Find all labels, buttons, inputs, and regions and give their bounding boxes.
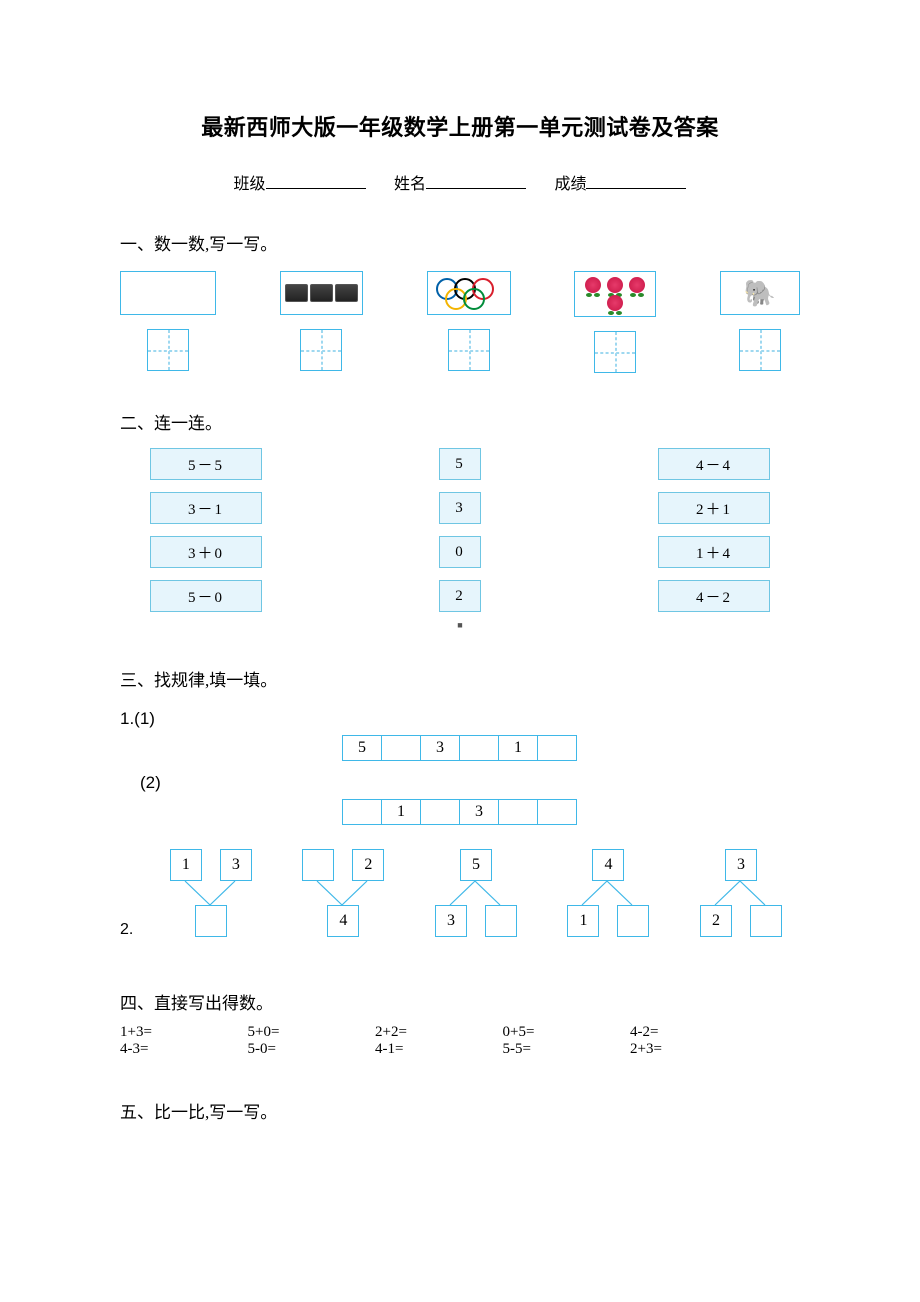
- arith-problem: 4-3=: [120, 1041, 230, 1058]
- count-picture-empty: [120, 271, 216, 315]
- arith-problem: 2+2=: [375, 1024, 485, 1041]
- pattern-cell-blank[interactable]: [420, 799, 460, 825]
- arith-problem: 5-0=: [248, 1041, 358, 1058]
- pattern-cell-blank[interactable]: [537, 735, 577, 761]
- count-row: 🐘: [120, 271, 800, 373]
- pattern-cell: 1: [498, 735, 538, 761]
- arith-row: 4-3= 5-0= 4-1= 5-5= 2+3=: [120, 1041, 800, 1058]
- pattern-cell-blank[interactable]: [381, 735, 421, 761]
- pattern-cell-blank[interactable]: [498, 799, 538, 825]
- page-title: 最新西师大版一年级数学上册第一单元测试卷及答案: [120, 110, 800, 142]
- count-picture-flowers: [574, 271, 656, 317]
- page-marker-icon: ■: [120, 620, 800, 630]
- flower-icon: [607, 277, 623, 293]
- arithmetic-grid: 1+3= 5+0= 2+2= 0+5= 4-2= 4-3= 5-0= 4-1= …: [120, 1024, 800, 1058]
- number-bond: 4 1: [557, 849, 667, 939]
- match-card: 4－2: [658, 580, 770, 612]
- arith-row: 1+3= 5+0= 2+2= 0+5= 4-2=: [120, 1024, 800, 1041]
- section1-heading: 一、数一数,写一写。: [120, 230, 800, 255]
- arith-problem: 5-5=: [503, 1041, 613, 1058]
- section3-heading: 三、找规律,填一填。: [120, 666, 800, 691]
- arith-problem: 2+3=: [630, 1041, 740, 1058]
- pattern-cell: 5: [342, 735, 382, 761]
- pattern-row-2: 1 3: [120, 799, 800, 825]
- match-col-mid: 5 3 0 2: [439, 448, 481, 612]
- count-item: [280, 271, 363, 373]
- arith-problem: 1+3=: [120, 1024, 230, 1041]
- match-columns: 5－5 3－1 3＋0 5－0 5 3 0 2 4－4 2＋1 1＋4 4－2: [120, 448, 800, 612]
- q3-1-2-label: (2): [140, 773, 800, 793]
- bond-leaf-blank[interactable]: [617, 905, 649, 937]
- tv-icon: [335, 284, 358, 302]
- number-bond: 5 3: [425, 849, 535, 939]
- arith-problem: 4-2=: [630, 1024, 740, 1041]
- number-bond: 3 2: [690, 849, 800, 939]
- match-card: 0: [439, 536, 481, 568]
- match-card: 1＋4: [658, 536, 770, 568]
- bond-leaf-blank[interactable]: [485, 905, 517, 937]
- flower-icon: [585, 277, 601, 293]
- pattern-cell: 1: [381, 799, 421, 825]
- match-card: 3: [439, 492, 481, 524]
- section2-heading: 二、连一连。: [120, 409, 800, 434]
- info-line: 班级 姓名 成绩: [120, 170, 800, 194]
- bond-leaf: 1: [567, 905, 599, 937]
- match-card: 4－4: [658, 448, 770, 480]
- tv-icon: [310, 284, 333, 302]
- score-label: 成绩: [554, 176, 586, 193]
- number-bond: 2 4: [292, 849, 402, 939]
- answer-cell[interactable]: [448, 329, 490, 371]
- match-card: 5－0: [150, 580, 262, 612]
- count-picture-tvs: [280, 271, 363, 315]
- tv-icon: [285, 284, 308, 302]
- bond-root-blank[interactable]: [195, 905, 227, 937]
- name-blank[interactable]: [426, 172, 526, 189]
- count-picture-elephant: 🐘: [720, 271, 800, 315]
- section5-heading: 五、比一比,写一写。: [120, 1098, 800, 1123]
- count-item: [120, 271, 216, 373]
- arith-problem: 0+5=: [503, 1024, 613, 1041]
- match-col-left: 5－5 3－1 3＋0 5－0: [150, 448, 262, 612]
- class-blank[interactable]: [266, 172, 366, 189]
- count-item: [427, 271, 511, 373]
- match-card: 3－1: [150, 492, 262, 524]
- match-card: 2＋1: [658, 492, 770, 524]
- arith-problem: 5+0=: [248, 1024, 358, 1041]
- ring-icon: [463, 288, 485, 310]
- count-picture-rings: [427, 271, 511, 315]
- bond-leaf: 2: [700, 905, 732, 937]
- section4-heading: 四、直接写出得数。: [120, 989, 800, 1014]
- number-bond: 1 3: [160, 849, 270, 939]
- flower-icon: [629, 277, 645, 293]
- class-label: 班级: [234, 176, 266, 193]
- pattern-cell-blank[interactable]: [342, 799, 382, 825]
- answer-cell[interactable]: [300, 329, 342, 371]
- elephant-icon: 🐘: [744, 278, 776, 309]
- name-label: 姓名: [394, 176, 426, 193]
- match-card: 3＋0: [150, 536, 262, 568]
- match-card: 5: [439, 448, 481, 480]
- bond-leaf-blank[interactable]: [750, 905, 782, 937]
- count-item: 🐘: [720, 271, 800, 373]
- q3-2-label: 2.: [120, 921, 133, 939]
- score-blank[interactable]: [586, 172, 686, 189]
- count-item: [574, 271, 656, 373]
- arith-problem: 4-1=: [375, 1041, 485, 1058]
- number-bonds-row: 2. 1 3 2 4: [120, 849, 800, 939]
- q3-1-1-label: 1.(1): [120, 709, 800, 729]
- bond-leaf: 3: [435, 905, 467, 937]
- answer-cell[interactable]: [739, 329, 781, 371]
- pattern-cell-blank[interactable]: [537, 799, 577, 825]
- match-card: 2: [439, 580, 481, 612]
- pattern-row-1: 5 3 1: [120, 735, 800, 761]
- answer-cell[interactable]: [147, 329, 189, 371]
- answer-cell[interactable]: [594, 331, 636, 373]
- match-col-right: 4－4 2＋1 1＋4 4－2: [658, 448, 770, 612]
- pattern-cell: 3: [459, 799, 499, 825]
- pattern-cell-blank[interactable]: [459, 735, 499, 761]
- match-card: 5－5: [150, 448, 262, 480]
- pattern-cell: 3: [420, 735, 460, 761]
- bond-root: 4: [327, 905, 359, 937]
- flower-icon: [607, 295, 623, 311]
